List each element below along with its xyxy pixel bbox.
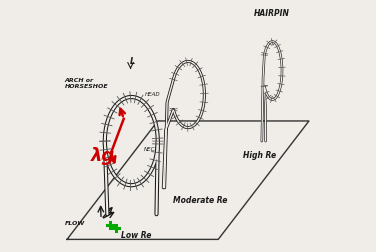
Text: λg: λg [91,147,115,165]
Text: Moderate Re: Moderate Re [173,196,227,205]
Text: FLOW: FLOW [65,220,85,226]
Text: HAIRPIN: HAIRPIN [253,9,290,18]
Text: High Re: High Re [243,150,277,160]
Text: L: L [130,57,135,66]
Text: HEAD: HEAD [145,92,161,97]
Text: ARCH or
HORSESHOE: ARCH or HORSESHOE [65,78,108,88]
Text: Low Re: Low Re [121,231,152,240]
Text: NECK: NECK [144,147,159,152]
